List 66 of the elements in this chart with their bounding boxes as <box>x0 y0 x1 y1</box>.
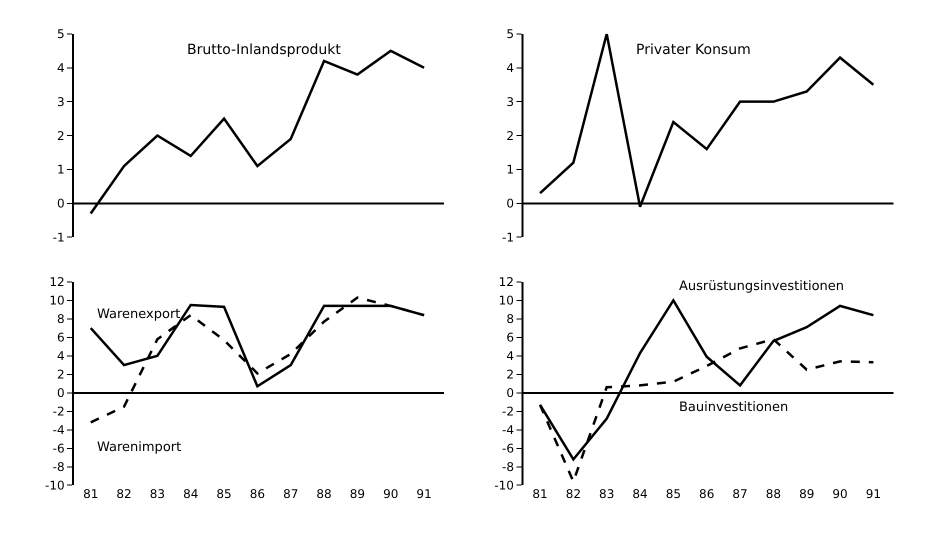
y-tick-label: 0 <box>506 196 514 211</box>
y-tick-label: 2 <box>506 128 514 143</box>
y-tick-label: 2 <box>57 128 65 143</box>
y-tick-label: 0 <box>57 196 65 211</box>
y-tick-label: 5 <box>57 27 65 42</box>
y-tick-label: 6 <box>57 330 65 345</box>
x-tick-label: 91 <box>416 487 432 502</box>
text: Brutto-Inlandsprodukt <box>187 42 342 58</box>
y-tick-label: 8 <box>506 312 514 326</box>
text: Privater Konsum <box>636 42 751 58</box>
series-label: Warenimport <box>97 440 182 455</box>
y-tick-label: 2 <box>57 368 65 382</box>
y-tick-label: 6 <box>506 330 514 345</box>
y-tick-label: 1 <box>57 162 65 177</box>
y-tick-label: 12 <box>49 275 65 290</box>
y-tick-label: -6 <box>502 441 514 456</box>
x-tick-label: 84 <box>632 487 648 502</box>
y-tick-label: 4 <box>506 60 514 75</box>
y-tick-label: 10 <box>498 294 514 308</box>
x-tick-label: 90 <box>832 487 848 502</box>
x-tick-label: 83 <box>599 487 614 502</box>
y-tick-label: 0 <box>506 386 514 400</box>
x-tick-label: 87 <box>732 487 748 502</box>
y-tick-label: -2 <box>502 404 514 418</box>
x-tick-label: 83 <box>150 487 166 502</box>
x-tick-label: 89 <box>350 487 366 502</box>
y-tick-label: -10 <box>45 478 65 492</box>
series-label: Bauinvestitionen <box>679 400 788 415</box>
y-tick-label: -8 <box>502 460 514 474</box>
y-tick-label: 12 <box>498 275 514 290</box>
x-tick-label: 84 <box>183 487 198 502</box>
y-tick-label: -2 <box>52 404 65 418</box>
y-tick-label: 3 <box>57 94 65 109</box>
x-tick-label: 82 <box>116 487 132 502</box>
x-tick-label: 91 <box>866 487 882 502</box>
x-tick-label: 90 <box>383 487 398 502</box>
x-tick-label: 81 <box>83 487 98 502</box>
y-tick-label: 4 <box>506 349 514 364</box>
x-tick-label: 88 <box>316 487 332 502</box>
x-tick-label: 86 <box>699 487 714 502</box>
series-label: Warenexport <box>97 307 180 322</box>
y-tick-label: 10 <box>49 294 65 308</box>
y-tick-label: -1 <box>52 230 65 244</box>
x-tick-label: 87 <box>283 487 298 502</box>
x-tick-label: 81 <box>532 487 548 502</box>
y-tick-label: -4 <box>502 422 514 437</box>
y-tick-label: -10 <box>494 478 514 492</box>
y-tick-label: 4 <box>57 349 65 364</box>
y-tick-label: -1 <box>502 230 514 244</box>
y-tick-label: -8 <box>52 460 65 474</box>
y-tick-label: -4 <box>52 422 65 437</box>
x-tick-label: 82 <box>566 487 581 502</box>
series-label: Ausrüstungsinvestitionen <box>679 279 844 294</box>
y-tick-label: 1 <box>506 162 514 177</box>
y-tick-label: 2 <box>506 368 514 382</box>
y-tick-label: 8 <box>57 312 65 326</box>
y-tick-label: 3 <box>506 94 514 109</box>
y-tick-label: 4 <box>57 60 65 75</box>
x-tick-label: 86 <box>250 487 266 502</box>
x-tick-label: 88 <box>766 487 782 502</box>
x-tick-label: 85 <box>666 487 682 502</box>
x-tick-label: 85 <box>216 487 232 502</box>
y-tick-label: 0 <box>57 386 65 400</box>
y-tick-label: -6 <box>52 441 65 456</box>
y-tick-label: 5 <box>506 27 514 42</box>
x-tick-label: 89 <box>799 487 814 502</box>
